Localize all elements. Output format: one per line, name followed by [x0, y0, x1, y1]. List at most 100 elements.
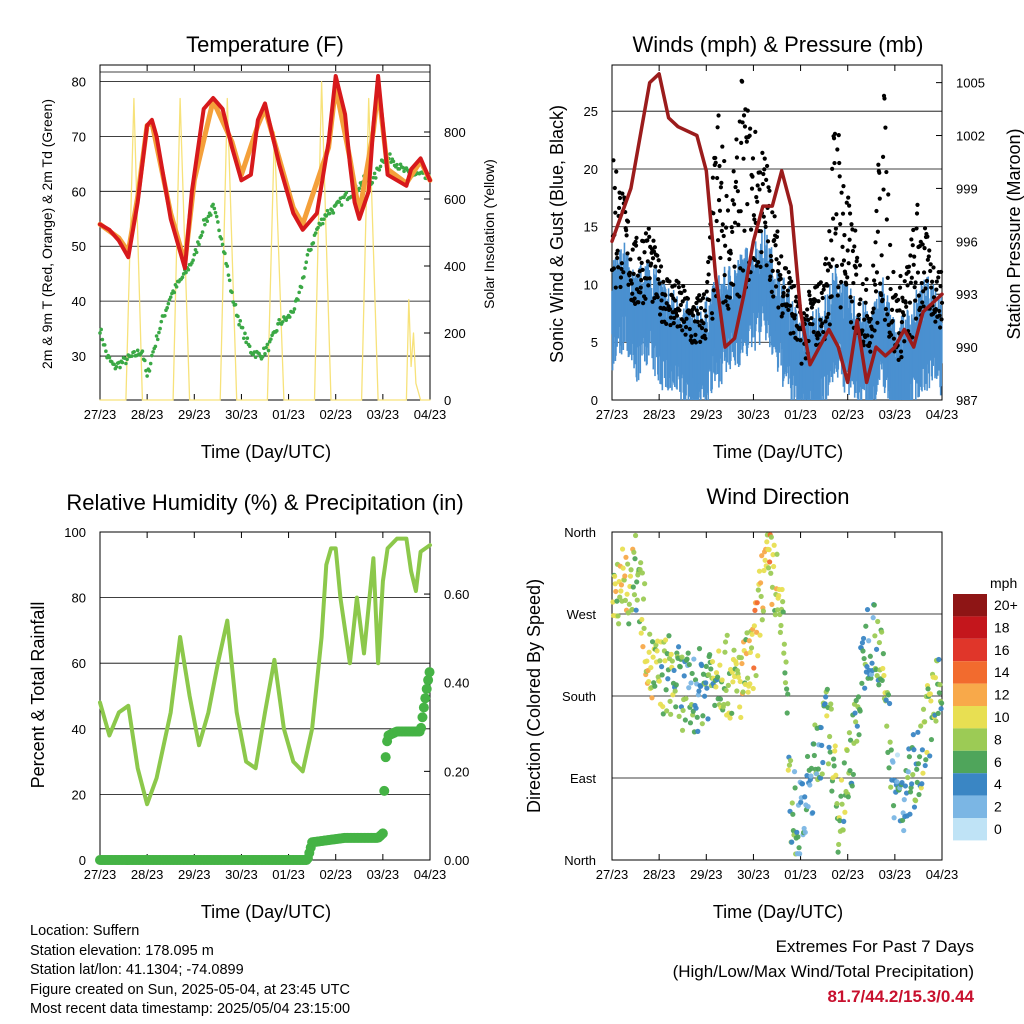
gust-point	[781, 294, 786, 299]
direction-point	[836, 841, 842, 848]
direction-point	[695, 728, 701, 734]
gust-point	[664, 321, 669, 326]
direction-point	[804, 753, 811, 760]
dewpoint-point	[166, 301, 171, 306]
gust-point	[779, 254, 784, 259]
y2-tick-label: 0.20	[444, 764, 469, 779]
direction-point	[746, 638, 752, 644]
gust-point	[747, 133, 752, 138]
gust-point	[772, 238, 777, 243]
gust-point	[820, 295, 825, 301]
y-tick-label: East	[570, 771, 596, 786]
dewpoint-point	[233, 302, 238, 307]
gust-point	[803, 356, 808, 361]
direction-point	[784, 686, 790, 692]
direction-point	[819, 742, 825, 748]
gust-point	[937, 308, 942, 314]
gust-point	[674, 313, 680, 318]
direction-point	[716, 648, 722, 654]
direction-point	[733, 661, 739, 667]
dewpoint-point	[357, 186, 362, 191]
gust-point	[806, 317, 811, 323]
gust-point	[821, 287, 826, 292]
gust-point	[707, 297, 712, 303]
direction-point	[845, 794, 851, 800]
gust-point	[880, 297, 885, 302]
gust-point	[830, 257, 835, 262]
y2-tick-label: 200	[444, 326, 466, 341]
gust-point	[764, 263, 769, 268]
gust-point	[846, 195, 851, 200]
gust-point	[673, 298, 678, 303]
gust-point	[619, 266, 624, 272]
dewpoint-point	[304, 260, 309, 265]
gust-point	[670, 310, 675, 315]
direction-point	[612, 581, 618, 587]
direction-point	[704, 685, 710, 691]
direction-point	[830, 756, 837, 762]
direction-point	[719, 677, 725, 683]
direction-point	[784, 710, 790, 716]
direction-point	[932, 675, 939, 681]
direction-point	[839, 801, 845, 807]
gust-point	[657, 281, 662, 286]
dewpoint-point	[184, 270, 188, 275]
gust-point	[727, 257, 732, 262]
gust-point	[817, 332, 822, 337]
direction-point	[866, 638, 872, 644]
gust-point	[705, 279, 710, 285]
gust-point	[775, 229, 780, 234]
gust-point	[732, 202, 737, 207]
direction-point	[786, 762, 793, 768]
gust-point	[639, 260, 644, 265]
x-tick-label: 04/23	[926, 407, 959, 422]
direction-point	[617, 594, 623, 600]
gust-point	[836, 132, 841, 138]
legend-swatch	[953, 795, 987, 818]
direction-point	[774, 551, 780, 557]
direction-point	[727, 715, 733, 721]
dewpoint-point	[112, 362, 116, 367]
direction-point	[717, 662, 723, 668]
gust-point	[823, 256, 829, 261]
direction-point	[684, 656, 690, 662]
dewpoint-point	[269, 337, 273, 341]
gust-point	[710, 175, 715, 180]
y2-tick-label: 0	[444, 393, 451, 408]
direction-point	[915, 729, 921, 735]
direction-point	[761, 567, 767, 574]
winds-panel: Winds (mph) & Pressure (mb) Sonic Wind &…	[547, 32, 1024, 462]
gust-point	[643, 296, 648, 301]
gust-point	[760, 150, 765, 155]
precip-point	[377, 828, 388, 839]
y2-tick-label: 600	[444, 192, 466, 207]
direction-point	[723, 687, 729, 693]
gust-point	[913, 298, 918, 303]
direction-point	[737, 704, 743, 710]
gust-point	[685, 296, 691, 301]
gust-point	[885, 275, 890, 280]
direction-point	[626, 601, 632, 607]
gust-point	[939, 300, 945, 305]
dewpoint-point	[174, 285, 179, 289]
dewpoint-point	[324, 214, 329, 218]
direction-point	[708, 666, 714, 672]
direction-point	[664, 708, 670, 714]
y-tick-label: 0	[591, 393, 598, 408]
direction-point	[680, 707, 686, 714]
gust-point	[930, 279, 935, 284]
direction-point	[771, 563, 777, 570]
gust-point	[831, 136, 837, 141]
direction-point	[627, 573, 634, 579]
direction-point	[871, 602, 877, 608]
gust-point	[679, 290, 684, 296]
y-tick-label: West	[567, 607, 597, 622]
direction-point	[829, 788, 835, 794]
y-tick-label: 50	[72, 239, 86, 254]
direction-point	[748, 645, 755, 651]
gust-point	[848, 294, 853, 300]
dewpoint-point	[212, 206, 217, 211]
legend-swatch	[953, 728, 987, 751]
dewpoint-point	[226, 273, 231, 277]
gust-point	[683, 325, 689, 330]
